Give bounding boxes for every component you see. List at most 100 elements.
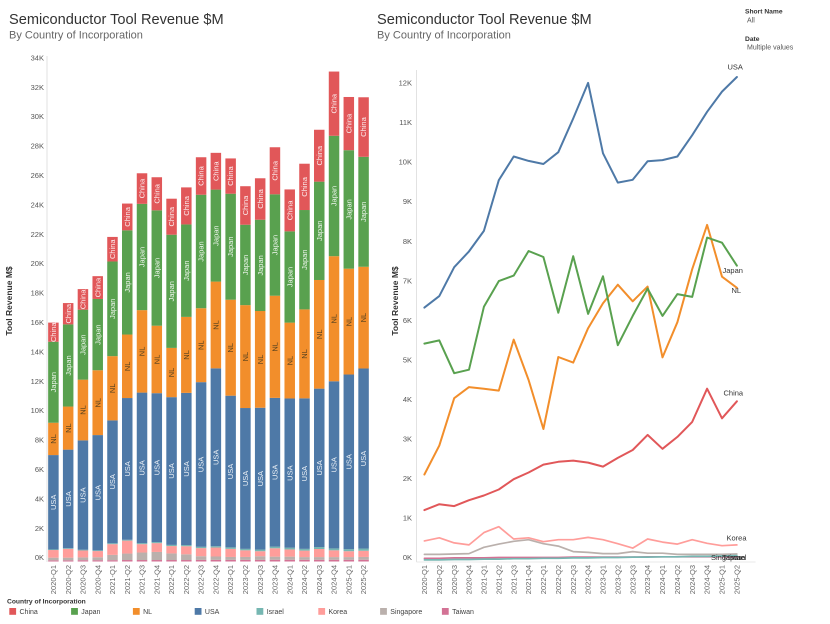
svg-text:China: China [108,239,117,259]
svg-text:Japan: Japan [226,236,235,256]
svg-text:2024-Q2: 2024-Q2 [673,565,682,594]
svg-text:NL: NL [49,434,58,444]
svg-text:2024-Q1: 2024-Q1 [285,565,294,594]
svg-text:Japan: Japan [167,281,176,301]
svg-text:China: China [167,206,176,226]
svg-text:28K: 28K [31,142,44,151]
svg-text:Taiwan: Taiwan [452,609,474,616]
svg-text:USA: USA [226,464,235,479]
svg-text:Singapore: Singapore [711,553,745,562]
svg-text:USA: USA [330,457,339,472]
svg-text:16K: 16K [31,318,44,327]
svg-text:0K: 0K [403,553,412,562]
svg-text:2021-Q1: 2021-Q1 [479,565,488,594]
svg-text:2025-Q1: 2025-Q1 [718,565,727,594]
svg-text:8K: 8K [35,436,44,445]
svg-text:USA: USA [344,454,353,469]
svg-text:By Country of Incorporation: By Country of Incorporation [377,30,511,42]
svg-text:China: China [285,200,294,220]
svg-text:2021-Q4: 2021-Q4 [152,565,161,594]
svg-text:2024-Q4: 2024-Q4 [330,565,339,594]
svg-text:2020-Q2: 2020-Q2 [64,565,73,594]
svg-text:7K: 7K [403,276,412,285]
svg-text:2023-Q2: 2023-Q2 [241,565,250,594]
svg-text:2020-Q2: 2020-Q2 [435,565,444,594]
svg-text:NL: NL [330,314,339,324]
svg-text:10K: 10K [399,158,412,167]
svg-text:2025-Q2: 2025-Q2 [733,565,742,594]
svg-text:NL: NL [182,350,191,360]
svg-text:6K: 6K [403,316,412,325]
svg-text:NL: NL [143,609,152,616]
svg-text:USA: USA [728,63,743,72]
svg-text:2021-Q1: 2021-Q1 [108,565,117,594]
svg-text:USA: USA [205,609,220,616]
svg-text:NL: NL [359,313,368,323]
svg-text:NL: NL [271,342,280,352]
svg-text:24K: 24K [31,200,44,209]
svg-text:Japan: Japan [359,202,368,222]
svg-text:Korea: Korea [727,534,748,543]
svg-text:Taiwan: Taiwan [722,553,745,562]
svg-text:Japan: Japan [300,249,309,269]
svg-text:NL: NL [212,320,221,330]
svg-text:2025-Q1: 2025-Q1 [344,565,353,594]
svg-text:2024-Q4: 2024-Q4 [703,565,712,594]
svg-text:2023-Q1: 2023-Q1 [226,565,235,594]
svg-text:18K: 18K [31,289,44,298]
svg-text:USA: USA [108,474,117,489]
svg-text:USA: USA [197,457,206,472]
svg-text:Japan: Japan [330,186,339,206]
svg-text:Japan: Japan [49,372,58,392]
svg-text:Semiconductor Tool Revenue $M: Semiconductor Tool Revenue $M [9,12,224,28]
svg-text:22K: 22K [31,230,44,239]
svg-text:Country of Incorporation: Country of Incorporation [7,599,86,606]
svg-text:2022-Q4: 2022-Q4 [584,565,593,594]
svg-text:2022-Q4: 2022-Q4 [211,565,220,594]
svg-text:2022-Q2: 2022-Q2 [182,565,191,594]
svg-text:2024-Q3: 2024-Q3 [688,565,697,594]
svg-text:USA: USA [79,487,88,502]
svg-text:2K: 2K [403,474,412,483]
svg-text:NL: NL [241,352,250,362]
svg-text:4K: 4K [35,494,44,503]
svg-text:30K: 30K [31,112,44,121]
svg-text:2021-Q2: 2021-Q2 [494,565,503,594]
svg-text:NL: NL [123,362,132,372]
svg-text:10K: 10K [31,406,44,415]
svg-text:Israel: Israel [728,553,747,562]
svg-text:All: All [747,17,755,24]
svg-text:2023-Q3: 2023-Q3 [628,565,637,594]
svg-text:USA: USA [256,471,265,486]
svg-text:NL: NL [152,355,161,365]
svg-text:USA: USA [123,461,132,476]
svg-text:China: China [49,322,58,342]
svg-text:USA: USA [359,451,368,466]
svg-text:USA: USA [271,465,280,480]
svg-text:NL: NL [167,368,176,378]
svg-text:NL: NL [93,398,102,408]
svg-text:NL: NL [256,355,265,365]
svg-text:China: China [197,165,206,185]
svg-text:2020-Q4: 2020-Q4 [465,565,474,594]
svg-text:Japan: Japan [123,272,132,292]
svg-text:4K: 4K [403,395,412,404]
svg-text:2022-Q1: 2022-Q1 [167,565,176,594]
svg-text:Semiconductor Tool Revenue $M: Semiconductor Tool Revenue $M [377,12,592,28]
svg-text:14K: 14K [31,347,44,356]
svg-text:By Country of Incorporation: By Country of Incorporation [9,30,143,42]
svg-text:Singapore: Singapore [390,609,422,616]
svg-text:USA: USA [241,471,250,486]
svg-text:China: China [241,195,250,215]
svg-text:Date: Date [745,36,760,43]
svg-text:9K: 9K [403,197,412,206]
svg-text:2022-Q1: 2022-Q1 [539,565,548,594]
svg-text:2020-Q3: 2020-Q3 [78,565,87,594]
svg-text:2023-Q4: 2023-Q4 [643,565,652,594]
svg-text:China: China [226,165,235,185]
svg-text:2025-Q2: 2025-Q2 [359,565,368,594]
svg-text:China: China [79,289,88,309]
svg-text:Japan: Japan [315,221,324,241]
svg-text:Japan: Japan [256,255,265,275]
svg-text:China: China [300,176,309,196]
